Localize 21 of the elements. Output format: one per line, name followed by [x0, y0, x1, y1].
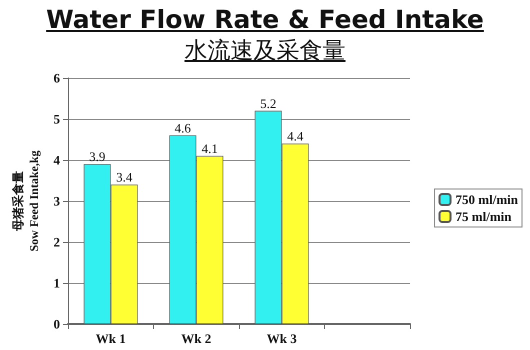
chart-title: Water Flow Rate & Feed Intake: [46, 5, 484, 34]
data-label: 3.9: [89, 149, 106, 164]
x-tick-label: Wk 3: [266, 331, 298, 346]
y-tick-label: 0: [54, 316, 60, 332]
legend-label: 75 ml/min: [456, 209, 512, 224]
y-tick-label: 2: [54, 234, 60, 250]
y-tick-label: 4: [54, 152, 60, 168]
y-axis-title: 母猪采食量 Sow Feed Intake,kg: [11, 150, 41, 252]
x-tick-label: Wk 1: [96, 331, 126, 346]
y-tick-label: 1: [54, 276, 60, 290]
y-tick-label: 5: [54, 112, 60, 126]
data-label: 4.6: [174, 120, 192, 136]
x-tick-label: Wk 2: [181, 331, 212, 346]
y-tick-label: 6: [54, 70, 60, 86]
data-label: 4.4: [287, 128, 304, 144]
legend-label: 750 ml/min: [456, 192, 519, 207]
data-label: 3.4: [116, 170, 133, 185]
data-label: 5.2: [260, 96, 276, 111]
y-tick-label: 3: [54, 194, 60, 208]
chart-subtitle: 水流速及采食量: [184, 38, 346, 64]
data-label: 4.1: [202, 140, 218, 156]
